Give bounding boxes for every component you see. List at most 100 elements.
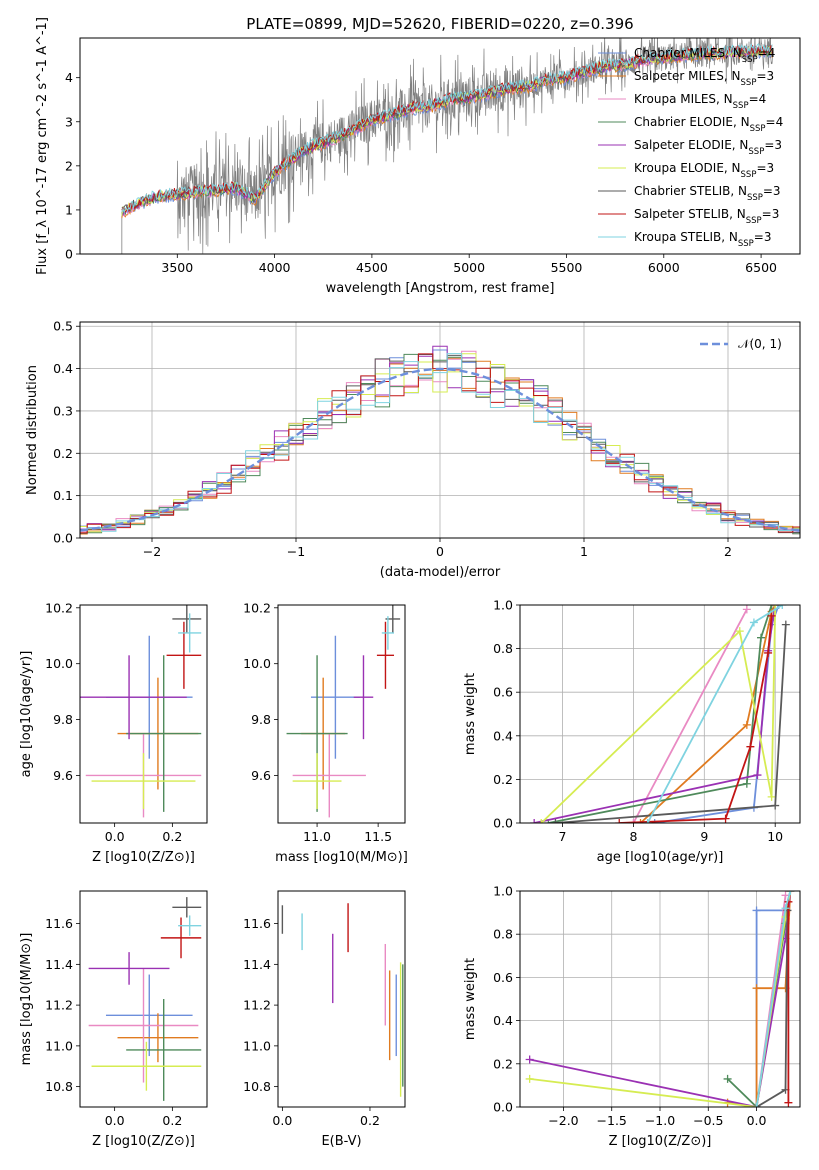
plot-area <box>88 897 202 1101</box>
cumulative-marker-1-1 <box>742 720 751 729</box>
y-tick-label: 0.2 <box>493 1056 513 1071</box>
cumulative-marker-3-2 <box>757 633 766 642</box>
y-tick-label: 0.5 <box>53 319 73 334</box>
x-axis-label: Z [log10(Z/Z⊙)] <box>609 1134 712 1149</box>
cumulative-line-1 <box>639 605 776 823</box>
y-tick-label: 0.4 <box>493 728 513 743</box>
cumulative-marker-3-0 <box>723 1074 732 1083</box>
y-tick-label: 0.8 <box>493 641 513 656</box>
y-tick-label: 1.0 <box>493 598 513 613</box>
legend-subscript: SSP <box>733 101 749 111</box>
cumulative-marker-8-2 <box>778 605 787 609</box>
x-tick-label: 10 <box>767 829 783 844</box>
legend-subscript: SSP <box>741 170 757 180</box>
y-tick-label: 11.6 <box>243 916 271 931</box>
panel-cumulative-Z: −2.0 −1.5 −1.0 −0.5 0.0 0.0 0.2 0.4 0.6 0.8 1.0 Z [… <box>463 884 801 1149</box>
cumulative-marker-4-0 <box>530 819 539 823</box>
y-tick-label: 0.0 <box>53 531 73 546</box>
y-tick-label: 0.4 <box>493 1013 513 1028</box>
x-axis-label: (data-model)/error <box>380 565 501 580</box>
y-tick-label: 10.2 <box>243 600 271 615</box>
cumulative-marker-8-0 <box>752 1103 761 1107</box>
x-axis-label: age [log10(age/yr)] <box>597 850 724 865</box>
x-tick-label: 4500 <box>356 260 388 275</box>
y-tick-label: 0.3 <box>53 403 73 418</box>
cumulative-marker-1-2 <box>752 984 761 993</box>
y-tick-label: 10.8 <box>243 1079 271 1094</box>
y-axis-label: age [log10(age/yr)] <box>19 651 34 778</box>
x-tick-label: 5000 <box>453 260 485 275</box>
legend-subscript: SSP <box>750 124 766 134</box>
x-tick-label: 6000 <box>648 260 680 275</box>
legend-count: =3 <box>756 69 774 83</box>
y-tick-label: 11.2 <box>243 998 271 1013</box>
y-tick-label: 0.1 <box>53 488 73 503</box>
x-axis-label: mass [log10(M/M⊙)] <box>275 850 408 865</box>
y-tick-label: 11.0 <box>45 1038 73 1053</box>
y-tick-label: 2 <box>65 158 73 173</box>
cumulative-marker-4-0 <box>525 1055 534 1064</box>
legend-subscript: SSP <box>748 147 764 157</box>
x-tick-label: 0.0 <box>747 1113 767 1128</box>
cumulative-marker-2-0 <box>629 819 638 823</box>
y-tick-label: 0.6 <box>493 970 513 985</box>
legend-count: =3 <box>763 184 781 198</box>
cumulative-marker-4-1 <box>753 771 762 780</box>
legend-label: 𝒩(0, 1) <box>738 337 782 351</box>
x-tick-label: 5500 <box>551 260 583 275</box>
cumulative-marker-3-1 <box>742 779 751 788</box>
y-axis-label: mass weight <box>463 673 478 755</box>
x-tick-label: −2 <box>143 544 161 559</box>
x-tick-label: 0.0 <box>105 1113 125 1128</box>
legend-subscript: SSP <box>742 55 758 65</box>
model-spectrum-8 <box>121 43 773 214</box>
gaussian-reference-curve <box>80 367 800 532</box>
y-tick-label: 10.2 <box>45 600 73 615</box>
x-tick-label: −2.0 <box>548 1113 578 1128</box>
cumulative-marker-7-0 <box>784 1098 793 1107</box>
y-tick-label: 0 <box>65 247 73 262</box>
legend-subscript: SSP <box>738 239 754 249</box>
cumulative-marker-3-3 <box>767 605 776 609</box>
plot-area <box>80 345 800 535</box>
cumulative-marker-2-1 <box>742 605 751 614</box>
axes-frame <box>277 604 406 824</box>
y-tick-label: 0.2 <box>53 446 73 461</box>
y-tick-label: 3 <box>65 114 73 129</box>
x-tick-label: −1 <box>287 544 305 559</box>
legend: 𝒩(0, 1) <box>700 337 782 351</box>
y-tick-label: 4 <box>65 70 73 85</box>
legend-count: =4 <box>766 115 784 129</box>
x-tick-label: 0.2 <box>162 1113 182 1128</box>
panel-age-vs-mass: 11.0 11.5 9.6 9.8 10.0 10.2 mass [log10(M/M⊙)] <box>243 600 408 865</box>
y-tick-label: 10.0 <box>45 656 73 671</box>
cumulative-marker-8-1 <box>749 618 758 627</box>
cumulative-line-4 <box>534 605 777 823</box>
y-axis-label: mass [log10(M/M⊙)] <box>19 933 34 1066</box>
cumulative-marker-5-2 <box>767 792 776 801</box>
cumulative-line-5 <box>540 605 777 823</box>
y-tick-label: 1.0 <box>493 884 513 899</box>
x-tick-label: −1.0 <box>645 1113 675 1128</box>
cumulative-marker-6-1 <box>771 801 780 810</box>
x-tick-label: 3500 <box>161 260 193 275</box>
x-tick-label: 8 <box>629 829 637 844</box>
y-tick-label: 11.4 <box>243 957 271 972</box>
cumulative-marker-5-0 <box>525 1074 534 1083</box>
y-tick-label: 1 <box>65 202 73 217</box>
x-tick-label: 0.2 <box>360 1113 380 1128</box>
y-tick-label: 9.6 <box>53 768 73 783</box>
axes-frame <box>519 890 801 1108</box>
y-tick-label: 10.0 <box>243 656 271 671</box>
x-tick-label: 9 <box>700 829 708 844</box>
observed-spectrum <box>121 38 773 254</box>
y-tick-label: 9.8 <box>53 712 73 727</box>
x-axis-label: Z [log10(Z/Z⊙)] <box>92 1134 195 1149</box>
panel-residuals: −2 −1 0 1 2 0.0 0.1 0.2 0.3 0.4 0.5 (data-model)/er… <box>25 319 801 580</box>
cumulative-marker-0-1 <box>752 906 761 915</box>
x-tick-label: 11.5 <box>364 829 392 844</box>
x-tick-label: 0 <box>436 544 444 559</box>
figure-title: PLATE=0899, MJD=52620, FIBERID=0220, z=0… <box>246 15 633 33</box>
x-tick-label: 7 <box>559 829 567 844</box>
cumulative-marker-8-1 <box>781 904 790 913</box>
